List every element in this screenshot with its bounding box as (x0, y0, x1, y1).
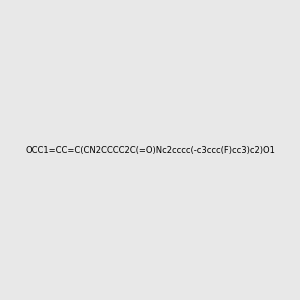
Text: OCC1=CC=C(CN2CCCC2C(=O)Nc2cccc(-c3ccc(F)cc3)c2)O1: OCC1=CC=C(CN2CCCC2C(=O)Nc2cccc(-c3ccc(F)… (25, 146, 275, 154)
